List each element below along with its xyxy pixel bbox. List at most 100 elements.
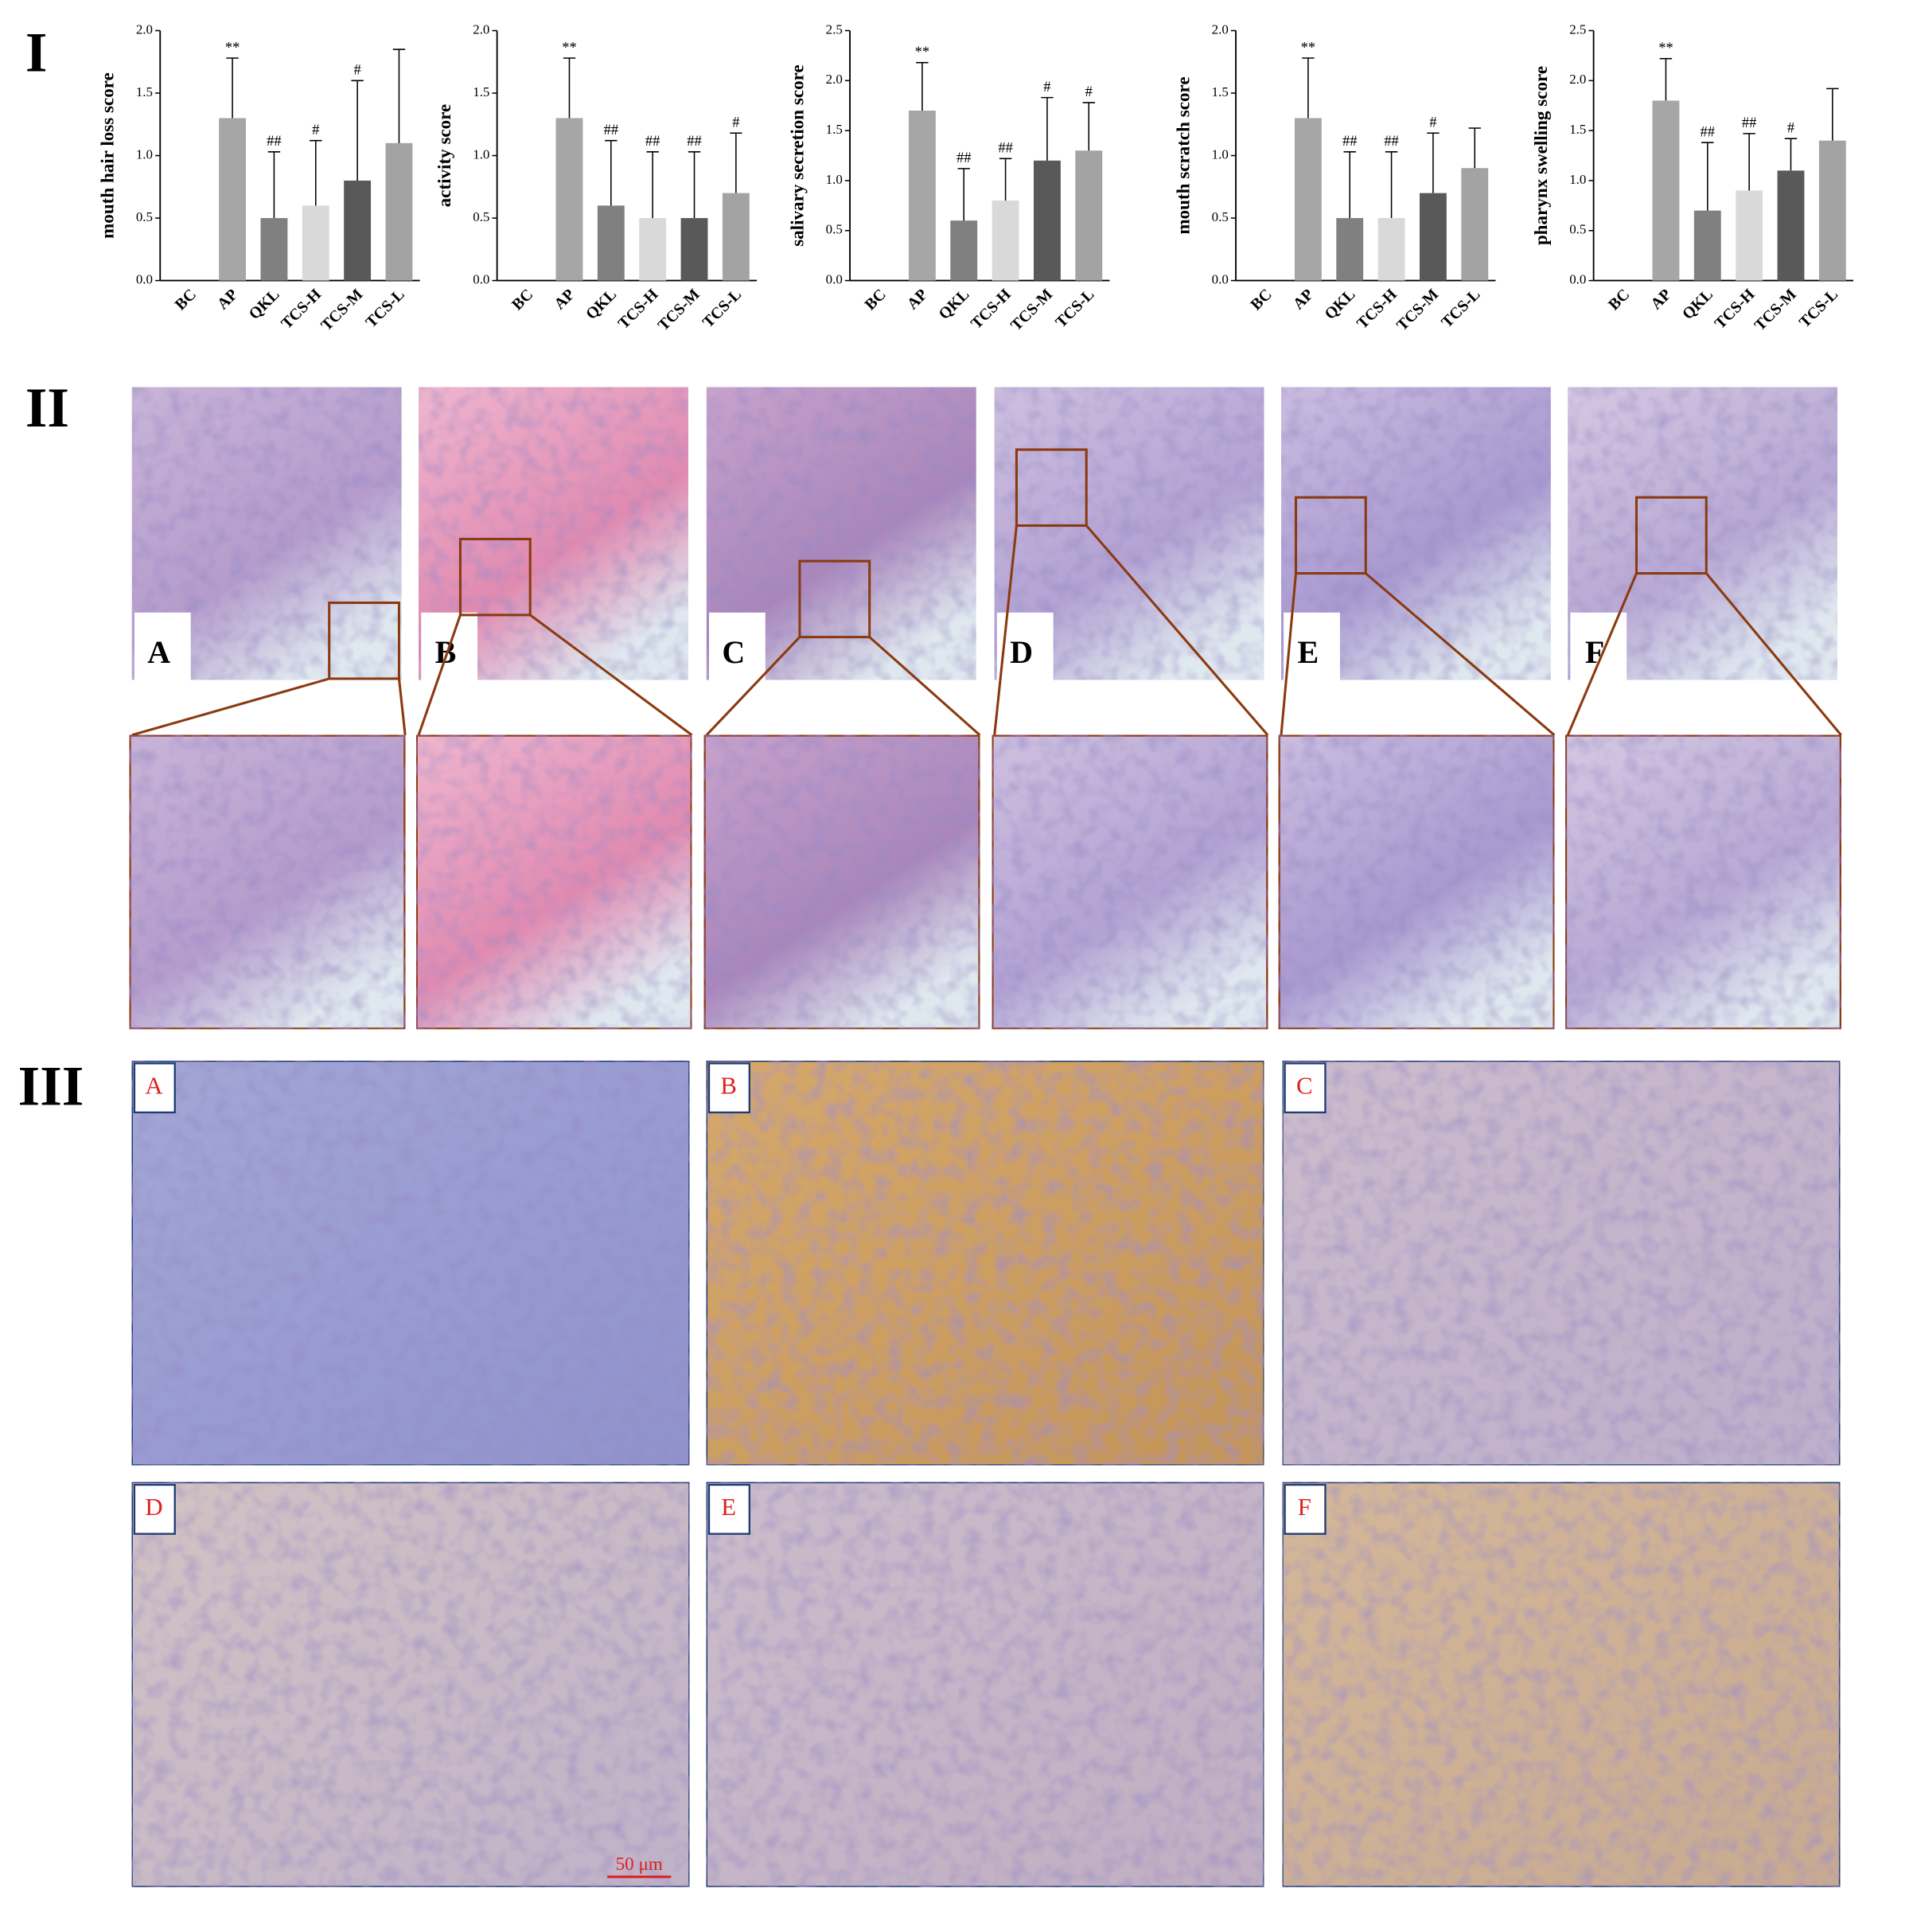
x-tick-label: TCS-H	[1712, 286, 1759, 333]
label-box	[1570, 612, 1627, 680]
significance-mark: ##	[1384, 133, 1398, 149]
zoom-line	[868, 636, 981, 736]
zoom-line	[1280, 573, 1298, 735]
error-bar	[1302, 57, 1315, 119]
x-tick-label: TCS-L	[1796, 286, 1841, 331]
significance-mark: #	[1043, 79, 1050, 95]
panel-label: B	[720, 1072, 737, 1099]
zoom-box	[328, 601, 401, 680]
panel-label: D	[1010, 634, 1033, 670]
zoom-box	[798, 559, 871, 639]
x-tick-label: AP	[904, 286, 931, 313]
x-tick-label: QKL	[246, 286, 283, 323]
x-tick-label: BC	[508, 286, 536, 314]
significance-mark: ##	[1701, 124, 1715, 140]
x-tick-label: TCS-L	[362, 286, 407, 331]
histology-zoom-image	[990, 733, 1269, 1031]
error-bar	[310, 139, 322, 206]
zoom-box	[1015, 448, 1088, 528]
histology-zoom-image	[415, 733, 694, 1031]
bar	[1818, 140, 1846, 281]
zoom-box	[1294, 496, 1367, 575]
significance-mark: **	[562, 39, 576, 55]
bar	[555, 118, 583, 281]
zoom-box	[458, 537, 532, 617]
bar	[950, 220, 978, 281]
x-tick-label: QKL	[582, 286, 620, 323]
histology-zoom-image	[702, 733, 982, 1031]
y-tick-label: 2.0	[1569, 72, 1586, 87]
ihc-image	[705, 1481, 1265, 1888]
significance-mark: ##	[1742, 115, 1756, 130]
y-tick-label: 0.0	[1212, 271, 1229, 286]
significance-mark: ##	[1342, 133, 1357, 149]
error-bar	[1826, 88, 1839, 141]
error-bar	[267, 151, 281, 219]
x-tick-label: TCS-L	[699, 286, 745, 331]
y-tick-label: 1.0	[136, 146, 153, 162]
zoom-line	[1705, 572, 1842, 736]
y-tick-label: 1.0	[473, 146, 489, 162]
significance-mark: ##	[998, 140, 1012, 156]
panel-label: F	[1298, 1494, 1311, 1521]
ihc-image	[131, 1060, 691, 1467]
x-tick-label: TCS-L	[1438, 286, 1483, 331]
y-tick-label: 1.5	[1569, 122, 1586, 137]
zoom-line	[1365, 572, 1556, 736]
significance-mark: #	[1787, 119, 1794, 135]
x-tick-label: BC	[862, 286, 890, 314]
label-box	[1284, 612, 1340, 680]
significance-mark: ##	[267, 133, 281, 149]
error-bar	[999, 158, 1012, 201]
y-tick-label: 1.0	[1212, 146, 1229, 162]
y-tick-label: 0.5	[826, 222, 843, 237]
x-tick-label: TCS-H	[615, 286, 662, 333]
y-axis-title: mouth hair loss score	[97, 72, 118, 239]
zoom-line	[1085, 524, 1269, 736]
error-bar	[957, 168, 970, 221]
x-tick-label: AP	[1290, 286, 1317, 313]
panel-label: C	[1296, 1072, 1313, 1099]
error-bar	[1082, 102, 1095, 151]
x-tick-label: TCS-H	[1354, 286, 1401, 333]
label-box	[133, 1062, 176, 1114]
section-label: I	[25, 21, 48, 84]
error-bar	[1041, 96, 1054, 161]
bar	[260, 218, 288, 281]
histology-zoom-image	[127, 733, 407, 1031]
section-label: III	[18, 1056, 84, 1118]
error-bar	[605, 139, 618, 206]
y-tick-label: 1.0	[1569, 172, 1586, 187]
bar	[680, 218, 708, 281]
panel-label: A	[147, 634, 170, 670]
bar	[1033, 160, 1061, 281]
x-tick-label: TCS-H	[968, 286, 1015, 333]
label-box	[1284, 1483, 1327, 1535]
significance-mark: #	[354, 62, 361, 78]
x-tick-label: BC	[172, 286, 200, 314]
label-box	[1284, 1062, 1327, 1114]
x-tick-label: BC	[1248, 286, 1276, 314]
y-tick-label: 2.0	[1212, 21, 1229, 37]
x-tick-label: TCS-M	[655, 286, 703, 334]
panel-label: F	[1585, 634, 1604, 670]
zoom-line	[993, 525, 1018, 735]
bar	[1377, 218, 1405, 281]
bar	[1693, 210, 1721, 281]
y-axis-title: pharynx swelling score	[1530, 66, 1551, 245]
significance-mark: #	[312, 122, 319, 138]
bar	[992, 201, 1019, 281]
y-tick-label: 0.5	[473, 209, 489, 224]
bar	[302, 205, 329, 281]
x-tick-label: TCS-M	[318, 286, 366, 334]
x-tick-label: AP	[214, 286, 241, 313]
y-tick-label: 1.5	[826, 122, 843, 137]
zoom-line	[131, 677, 330, 737]
y-tick-label: 2.0	[473, 21, 489, 37]
panel-label: A	[145, 1072, 162, 1099]
bar	[385, 142, 413, 281]
zoom-box	[1634, 496, 1708, 575]
bar	[597, 205, 625, 281]
zoom-line	[705, 636, 801, 736]
